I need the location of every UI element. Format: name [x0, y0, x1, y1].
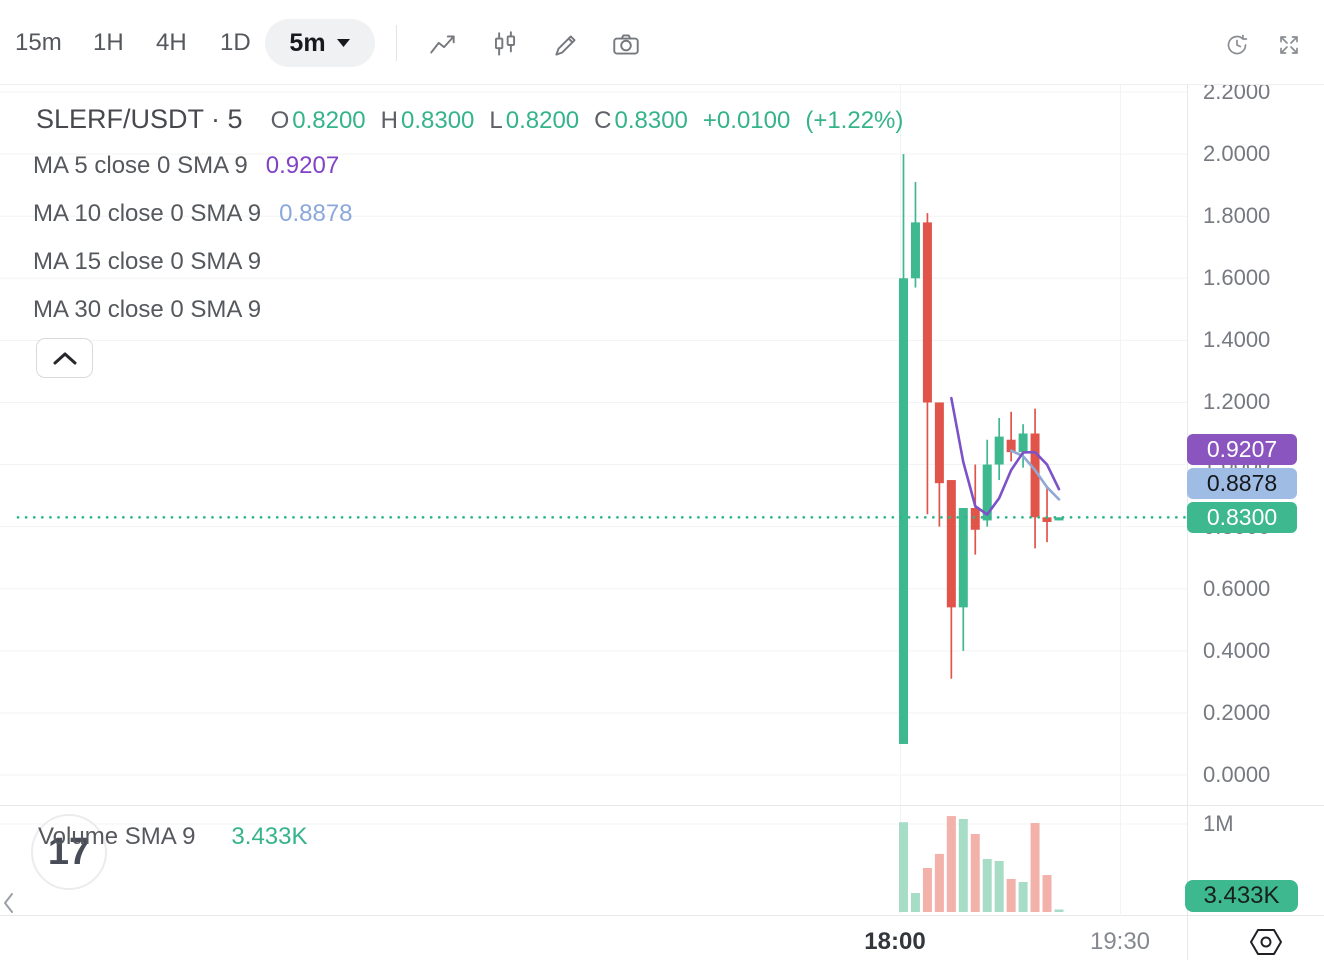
- candlestick-icon[interactable]: [489, 29, 521, 61]
- caret-down-icon: [336, 39, 350, 47]
- volume-legend-value: 3.433K: [231, 823, 308, 850]
- price-tick: 0.6000: [1203, 575, 1271, 601]
- price-change-percent: (+1.22%): [805, 107, 904, 134]
- ma5-line: [950, 396, 1061, 516]
- timeframe-1h[interactable]: 1H: [93, 29, 124, 56]
- volume-legend-label: Volume SMA 9: [38, 823, 196, 850]
- time-label-1800: 18:00: [864, 928, 926, 955]
- price-tick: 1.6000: [1203, 265, 1271, 291]
- low-label: L: [489, 107, 503, 134]
- ma10-line: [1009, 449, 1061, 501]
- volume-legend: Volume SMA 9 3.433K: [38, 823, 308, 851]
- price-tick: 1.2000: [1203, 389, 1271, 415]
- collapse-indicators-button[interactable]: [36, 338, 93, 378]
- price-tick: 1.4000: [1203, 327, 1271, 353]
- price-tick: 0.0000: [1203, 762, 1271, 787]
- toolbar-divider: [396, 25, 397, 61]
- candles-layer: [899, 154, 1064, 744]
- indicator-row-ma30: MA 30 close 0 SMA 9: [33, 296, 261, 324]
- high-label: H: [380, 107, 398, 134]
- hexagon-settings-icon[interactable]: [1247, 923, 1285, 961]
- last-price-price-badge: 0.8300: [1187, 501, 1297, 533]
- chevron-left-icon[interactable]: [1, 892, 17, 914]
- price-change: +0.0100: [702, 107, 791, 134]
- time-axis-divider: [0, 915, 1324, 916]
- price-tick: 2.0000: [1203, 141, 1271, 167]
- close-label: C: [594, 107, 612, 134]
- timeframe-4h[interactable]: 4H: [156, 29, 187, 56]
- open-label: O: [270, 107, 290, 134]
- chart-legend-row: SLERF/USDT · 5 O 0.8200 H 0.8300 L 0.8200 C…: [36, 104, 903, 135]
- volume-badge: 3.433K: [1185, 880, 1298, 912]
- ma10-value: 0.8878: [279, 200, 353, 227]
- close-value: 0.8300: [614, 107, 688, 134]
- timeframe-15m[interactable]: 15m: [15, 29, 62, 56]
- time-label-1930: 19:30: [1089, 928, 1151, 955]
- indicator-row-ma10: MA 10 close 0 SMA 9 0.8878: [33, 200, 353, 228]
- symbol-title: SLERF/USDT · 5: [36, 104, 243, 134]
- watermark-text: 17: [47, 830, 91, 873]
- ma5-label: MA 5 close 0 SMA 9: [33, 152, 248, 179]
- trend-line-icon[interactable]: [427, 29, 459, 61]
- history-clock-icon[interactable]: [1225, 33, 1249, 57]
- watermark-logo: 17: [31, 814, 107, 890]
- price-tick: 0.2000: [1203, 699, 1271, 725]
- chart-toolbar: 15m 1H 4H 1D 5m: [0, 0, 1324, 85]
- ma10-label: MA 10 close 0 SMA 9: [33, 200, 262, 227]
- high-value: 0.8300: [400, 107, 475, 134]
- ma15-label: MA 15 close 0 SMA 9: [33, 248, 262, 275]
- ma5-price-badge: 0.9207: [1187, 434, 1297, 466]
- price-tick: 0.4000: [1203, 637, 1271, 663]
- ma5-value: 0.9207: [265, 152, 340, 179]
- open-value: 0.8200: [292, 107, 366, 134]
- timeframe-selector[interactable]: 5m: [265, 19, 375, 67]
- chevron-up-icon: [53, 352, 76, 365]
- volume-bars-layer: [899, 816, 1064, 912]
- fullscreen-icon[interactable]: [1277, 33, 1301, 57]
- price-tick: 1.8000: [1203, 203, 1271, 229]
- pencil-icon[interactable]: [550, 29, 582, 61]
- ohlc-values: O 0.8200 H 0.8300 L 0.8200 C 0.8300 +0.0100 …: [271, 107, 904, 135]
- selected-timeframe-label: 5m: [289, 28, 326, 57]
- volume-panel-divider: [0, 805, 1324, 806]
- low-value: 0.8200: [505, 107, 580, 134]
- indicator-row-ma5: MA 5 close 0 SMA 9 0.9207: [33, 152, 339, 180]
- camera-icon[interactable]: [610, 29, 642, 61]
- ma10-price-badge: 0.8878: [1187, 468, 1297, 500]
- timeframe-1d[interactable]: 1D: [220, 29, 251, 56]
- indicator-row-ma15: MA 15 close 0 SMA 9: [33, 248, 261, 276]
- volume-axis-tick: 1M: [1203, 811, 1234, 836]
- ma30-label: MA 30 close 0 SMA 9: [33, 296, 262, 323]
